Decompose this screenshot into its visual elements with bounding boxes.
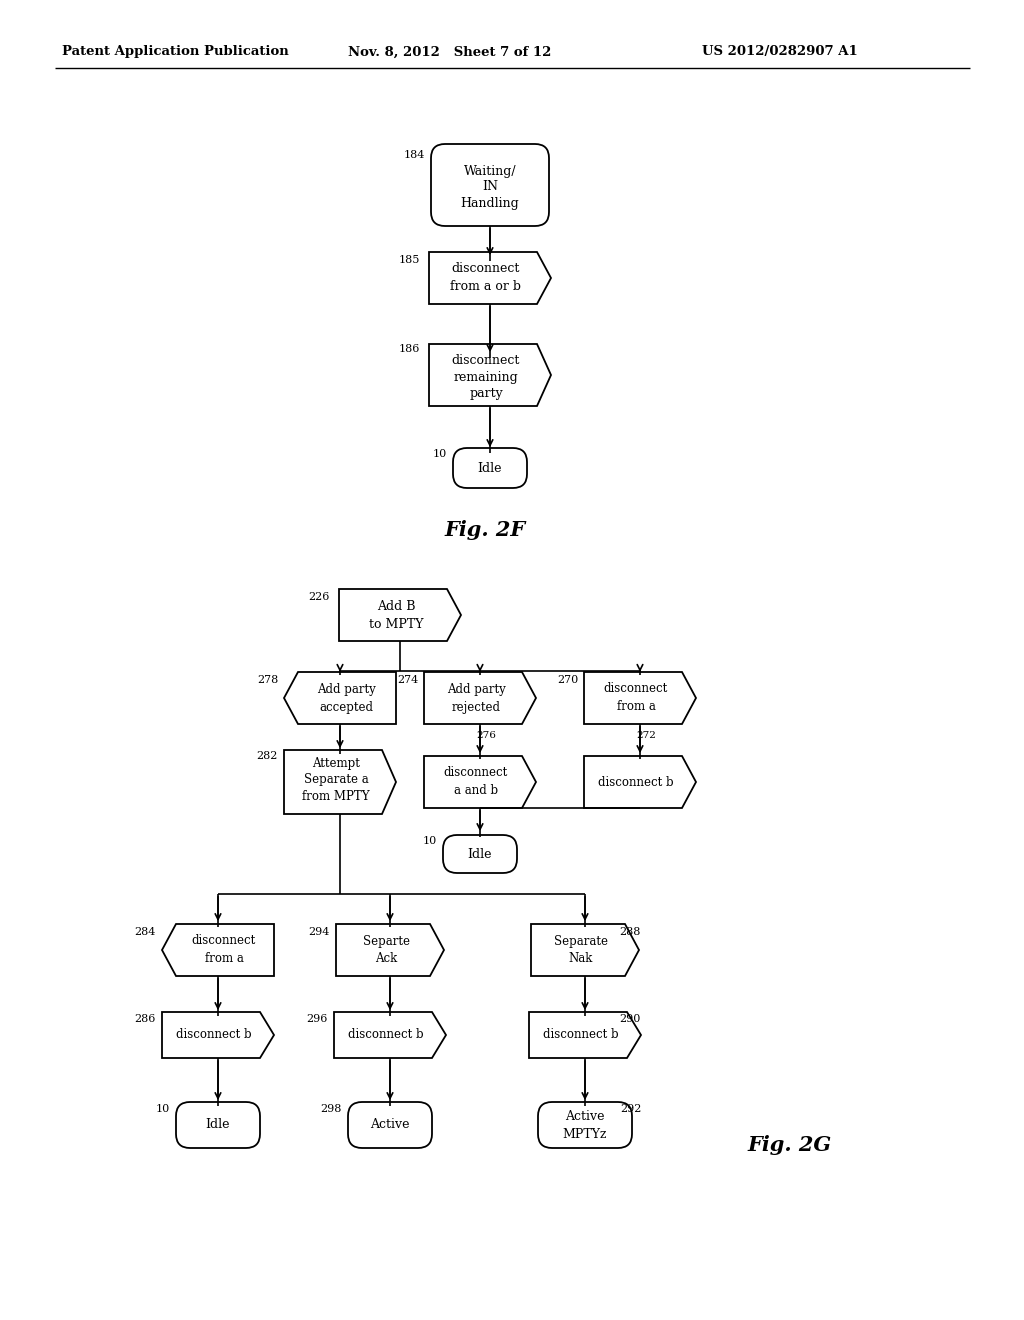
FancyBboxPatch shape [538, 1102, 632, 1148]
Text: Waiting/: Waiting/ [464, 165, 516, 177]
Polygon shape [162, 924, 274, 975]
Text: Patent Application Publication: Patent Application Publication [61, 45, 289, 58]
FancyBboxPatch shape [443, 836, 517, 873]
Polygon shape [284, 672, 396, 723]
Text: Idle: Idle [468, 847, 493, 861]
Text: 274: 274 [396, 675, 418, 685]
Text: disconnect: disconnect [452, 355, 520, 367]
Polygon shape [584, 756, 696, 808]
Text: accepted: accepted [319, 701, 373, 714]
Polygon shape [336, 924, 444, 975]
Text: Separte: Separte [362, 935, 410, 948]
Text: 186: 186 [398, 345, 420, 354]
Text: Add B: Add B [377, 599, 416, 612]
Text: Add party: Add party [446, 682, 506, 696]
Text: from a or b: from a or b [451, 281, 521, 293]
Text: Separate: Separate [554, 935, 608, 948]
Text: 288: 288 [618, 927, 640, 937]
Text: disconnect: disconnect [191, 935, 256, 948]
Text: from a: from a [205, 953, 244, 965]
Text: party: party [469, 387, 503, 400]
Text: disconnect: disconnect [443, 767, 508, 780]
Polygon shape [424, 672, 536, 723]
Text: Add party: Add party [316, 682, 376, 696]
Text: 10: 10 [433, 449, 447, 459]
Polygon shape [429, 252, 551, 304]
Text: Fig. 2G: Fig. 2G [748, 1135, 833, 1155]
Text: Active: Active [565, 1110, 605, 1122]
Polygon shape [584, 672, 696, 723]
Text: to MPTY: to MPTY [369, 618, 423, 631]
Text: Separate a: Separate a [304, 772, 369, 785]
Polygon shape [162, 1012, 274, 1059]
Text: Attempt: Attempt [312, 758, 360, 771]
Text: 298: 298 [321, 1104, 342, 1114]
Text: disconnect b: disconnect b [176, 1028, 252, 1041]
FancyBboxPatch shape [453, 447, 527, 488]
Polygon shape [334, 1012, 446, 1059]
Text: 226: 226 [308, 591, 330, 602]
Text: 184: 184 [403, 150, 425, 160]
Text: Ack: Ack [375, 953, 397, 965]
Text: 10: 10 [156, 1104, 170, 1114]
Polygon shape [339, 589, 461, 642]
Text: Active: Active [371, 1118, 410, 1131]
Text: 270: 270 [557, 675, 578, 685]
Polygon shape [531, 924, 639, 975]
FancyBboxPatch shape [348, 1102, 432, 1148]
Text: 286: 286 [134, 1014, 156, 1024]
Text: 294: 294 [308, 927, 330, 937]
Text: disconnect b: disconnect b [543, 1028, 618, 1041]
Text: a and b: a and b [454, 784, 498, 797]
Polygon shape [429, 345, 551, 407]
Text: 278: 278 [257, 675, 278, 685]
Text: rejected: rejected [452, 701, 501, 714]
Text: disconnect b: disconnect b [348, 1028, 424, 1041]
Text: Fig. 2F: Fig. 2F [444, 520, 525, 540]
Text: 290: 290 [618, 1014, 640, 1024]
Text: 276: 276 [476, 731, 496, 741]
FancyBboxPatch shape [176, 1102, 260, 1148]
Polygon shape [284, 750, 396, 814]
Text: 282: 282 [257, 751, 278, 762]
Text: Nak: Nak [568, 953, 593, 965]
Text: MPTYz: MPTYz [563, 1127, 607, 1140]
Text: Handling: Handling [461, 197, 519, 210]
Text: 292: 292 [620, 1104, 641, 1114]
Text: 284: 284 [134, 927, 156, 937]
Text: from a: from a [616, 701, 655, 714]
Polygon shape [424, 756, 536, 808]
Text: disconnect b: disconnect b [598, 776, 674, 788]
Text: IN: IN [482, 181, 498, 194]
Text: Nov. 8, 2012   Sheet 7 of 12: Nov. 8, 2012 Sheet 7 of 12 [348, 45, 552, 58]
Text: disconnect: disconnect [604, 682, 668, 696]
Text: Idle: Idle [206, 1118, 230, 1131]
Polygon shape [529, 1012, 641, 1059]
FancyBboxPatch shape [431, 144, 549, 226]
Text: 296: 296 [306, 1014, 328, 1024]
Text: US 2012/0282907 A1: US 2012/0282907 A1 [702, 45, 858, 58]
Text: disconnect: disconnect [452, 263, 520, 276]
Text: 185: 185 [398, 255, 420, 265]
Text: 272: 272 [636, 731, 656, 741]
Text: 10: 10 [423, 836, 437, 846]
Text: from MPTY: from MPTY [302, 789, 370, 803]
Text: remaining: remaining [454, 371, 518, 384]
Text: Idle: Idle [478, 462, 502, 474]
